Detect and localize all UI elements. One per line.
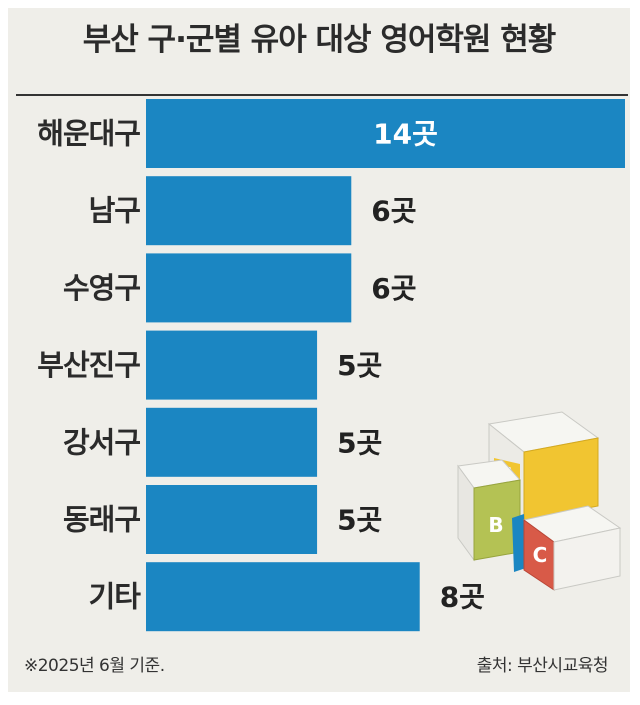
category-label-6: 기타 xyxy=(89,580,142,614)
bar-2 xyxy=(146,253,352,323)
category-label-4: 강서구 xyxy=(63,425,140,459)
category-label-0: 해운대구 xyxy=(37,117,140,151)
value-label-0: 14곳 xyxy=(373,118,438,151)
category-label-5: 동래구 xyxy=(63,503,140,537)
value-label-2: 6곳 xyxy=(371,272,416,305)
category-label-1: 남구 xyxy=(89,194,141,228)
block-letter-b: B xyxy=(488,513,503,537)
block-letter-c: C xyxy=(533,543,548,567)
bar-5 xyxy=(146,485,318,554)
bar-6 xyxy=(146,562,420,632)
source-note: 출처: 부산시교육청 xyxy=(476,656,609,676)
bar-3 xyxy=(146,330,318,400)
value-label-4: 5곳 xyxy=(337,426,382,459)
category-label-3: 부산진구 xyxy=(37,348,140,382)
value-label-3: 5곳 xyxy=(337,349,382,382)
value-label-5: 5곳 xyxy=(337,504,382,537)
bar-4 xyxy=(146,407,318,477)
category-label-2: 수영구 xyxy=(63,271,140,305)
value-label-1: 6곳 xyxy=(371,195,416,228)
value-label-6: 8곳 xyxy=(440,581,485,614)
bar-1 xyxy=(146,176,352,246)
abc-blocks-icon: A B C xyxy=(457,411,622,591)
chart-title: 부산 구·군별 유아 대상 영어학원 현황 xyxy=(82,22,557,58)
footnote: ※2025년 6월 기준. xyxy=(24,656,165,676)
chart-frame: 부산 구·군별 유아 대상 영어학원 현황 해운대구 14곳 남구 6곳 수영구 6곳 부산… xyxy=(8,8,630,692)
bar-0 xyxy=(146,99,625,168)
title-divider xyxy=(16,94,628,96)
